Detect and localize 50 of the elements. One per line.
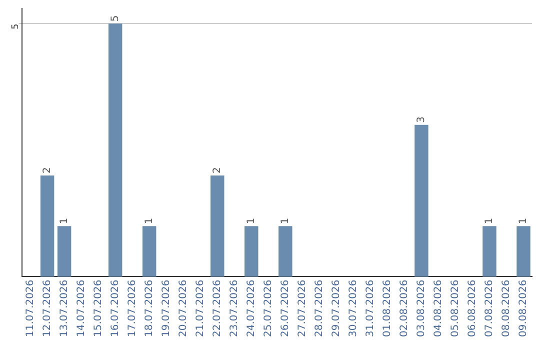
bar	[210, 175, 224, 277]
x-tick-label: 27.07.2026	[297, 280, 308, 338]
data-label: 3	[416, 116, 428, 123]
x-tick-label: 23.07.2026	[228, 280, 240, 338]
x-tick-label: 15.07.2026	[92, 280, 104, 338]
x-tick-label: 30.07.2026	[348, 280, 360, 338]
x-tick-label: 14.07.2026	[76, 280, 87, 338]
x-tick-label: 24.07.2026	[246, 280, 257, 338]
x-tick-label: 05.08.2026	[450, 280, 462, 338]
x-tick-label: 04.08.2026	[433, 280, 444, 338]
x-tick-label: 17.07.2026	[126, 280, 138, 338]
data-label: 5	[110, 15, 121, 22]
x-tick-label: 21.07.2026	[194, 280, 206, 338]
data-label: 1	[484, 218, 496, 224]
bar	[482, 226, 496, 277]
x-tick-label: 06.08.2026	[467, 280, 478, 338]
bar	[278, 226, 292, 277]
x-tick-label: 09.08.2026	[518, 280, 530, 338]
data-label: 2	[212, 167, 223, 174]
x-tick-label: 22.07.2026	[212, 280, 223, 338]
bar	[108, 24, 122, 277]
x-tick-label: 26.07.2026	[280, 280, 291, 338]
bar	[57, 226, 72, 277]
data-label: 1	[58, 218, 70, 224]
x-tick-label: 02.08.2026	[399, 280, 410, 338]
x-tick-label: 19.07.2026	[160, 280, 172, 338]
x-tick-label: 18.07.2026	[144, 280, 155, 338]
x-tick-label: 31.07.2026	[365, 280, 376, 338]
x-tick-label: 29.07.2026	[331, 280, 342, 338]
x-tick-label: 20.07.2026	[178, 280, 189, 338]
x-tick-label: 25.07.2026	[262, 280, 274, 338]
x-tick-label: 01.08.2026	[382, 280, 394, 338]
x-tick-label: 12.07.2026	[42, 280, 53, 338]
x-tick-label: 08.08.2026	[501, 280, 512, 338]
data-label: 1	[518, 218, 530, 224]
x-tick-label: 07.08.2026	[484, 280, 496, 338]
bar	[516, 226, 530, 277]
data-label: 1	[246, 218, 257, 224]
bar	[414, 124, 428, 277]
x-tick-label: 03.08.2026	[416, 280, 428, 338]
x-tick-label: 28.07.2026	[314, 280, 326, 338]
data-label: 2	[42, 167, 53, 174]
x-tick-label: 11.07.2026	[24, 280, 36, 338]
x-tick-label: 16.07.2026	[110, 280, 121, 338]
x-tick-label: 13.07.2026	[58, 280, 70, 338]
bar	[40, 175, 54, 277]
data-label: 1	[144, 218, 155, 224]
bar	[244, 226, 258, 277]
data-label: 1	[280, 218, 291, 224]
bar	[142, 226, 156, 277]
